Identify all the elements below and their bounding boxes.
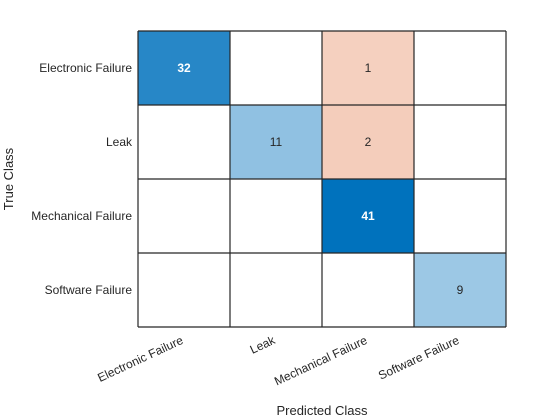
cell-value-r1-c2: 2 (365, 135, 372, 149)
cell-r1-c0 (138, 105, 230, 179)
y-tick-label: Electronic Failure (39, 61, 132, 75)
cell-r1-c2 (322, 105, 414, 179)
cell-r3-c2 (322, 253, 414, 327)
cell-value-r0-c2: 1 (365, 61, 372, 75)
cell-r2-c2 (322, 179, 414, 253)
cell-r3-c0 (138, 253, 230, 327)
x-tick-label: Leak (248, 333, 278, 357)
cell-r1-c1 (230, 105, 322, 179)
x-tick-label: Electronic Failure (95, 333, 185, 385)
grid-lines (137, 30, 507, 328)
y-axis-title: True Class (1, 147, 16, 210)
cell-r0-c1 (230, 31, 322, 105)
x-tick-label: Software Failure (376, 333, 461, 383)
x-tick-label: Mechanical Failure (272, 333, 369, 388)
cell-r2-c0 (138, 179, 230, 253)
cell-value-r3-c3: 9 (457, 283, 464, 297)
cell-r2-c1 (230, 179, 322, 253)
cell-r2-c3 (414, 179, 506, 253)
cell-value-r2-c2: 41 (361, 209, 375, 223)
cell-r1-c3 (414, 105, 506, 179)
y-tick-label: Software Failure (45, 283, 133, 297)
y-tick-label: Leak (106, 135, 133, 149)
cell-r0-c0 (138, 31, 230, 105)
cell-r3-c1 (230, 253, 322, 327)
cell-value-r0-c0: 32 (177, 61, 191, 75)
cell-r0-c2 (322, 31, 414, 105)
y-tick-label: Mechanical Failure (31, 209, 132, 223)
cell-r0-c3 (414, 31, 506, 105)
cell-value-r1-c1: 11 (270, 135, 283, 149)
cell-r3-c3 (414, 253, 506, 327)
x-axis-title: Predicted Class (276, 403, 368, 418)
y-tick-labels: Electronic Failure Leak Mechanical Failure… (31, 61, 133, 297)
